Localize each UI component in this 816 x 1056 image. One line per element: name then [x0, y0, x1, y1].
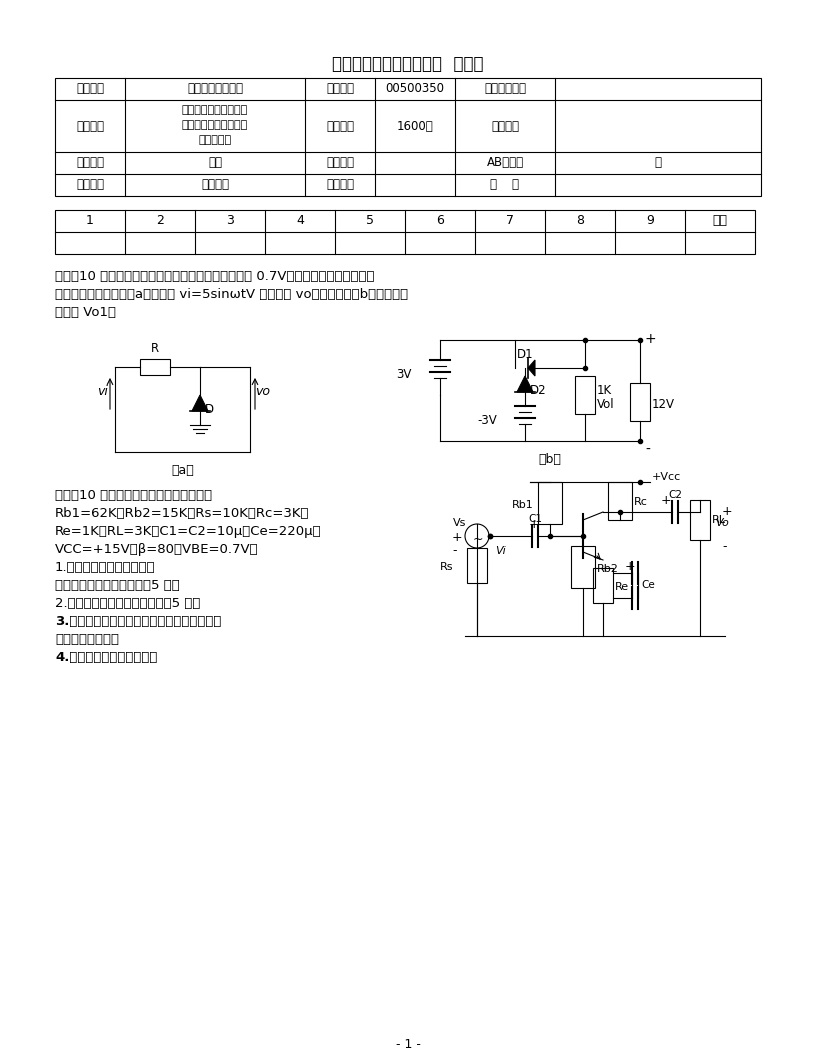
- Text: 模拟电子技术基础: 模拟电子技术基础: [187, 82, 243, 95]
- Text: 4.说明电路属于何种组态，: 4.说明电路属于何种组态，: [55, 650, 157, 664]
- Text: +: +: [452, 531, 463, 544]
- Bar: [593, 568, 613, 603]
- Bar: [575, 376, 595, 414]
- Text: 3.画小信号等效电路，求电压放大倍数，输入: 3.画小信号等效电路，求电压放大倍数，输入: [55, 615, 221, 628]
- Text: D1: D1: [517, 348, 534, 361]
- Text: 8: 8: [576, 214, 584, 227]
- Text: 主任签字: 主任签字: [326, 178, 354, 191]
- Text: ~: ~: [473, 533, 484, 546]
- Text: RL: RL: [712, 515, 726, 525]
- Text: 模拟电子技术基础试卷一  附答案: 模拟电子技术基础试卷一 附答案: [332, 55, 484, 73]
- Text: 总分: 总分: [712, 214, 728, 227]
- Text: +: +: [722, 505, 733, 518]
- Text: 备    注: 备 注: [490, 178, 520, 191]
- Text: 6: 6: [436, 214, 444, 227]
- Text: -3V: -3V: [477, 414, 497, 427]
- Bar: [630, 383, 650, 421]
- Text: C2: C2: [668, 490, 682, 499]
- Bar: [571, 546, 595, 588]
- Text: 一．（10 分）设二极管采用恒压降模型且正向压降为 0.7V，试判断下图中各二极管: 一．（10 分）设二极管采用恒压降模型且正向压降为 0.7V，试判断下图中各二极…: [55, 270, 375, 283]
- Text: 12V: 12V: [652, 398, 675, 411]
- Text: -: -: [645, 444, 650, 457]
- Text: 2: 2: [156, 214, 164, 227]
- Text: 课程编号: 课程编号: [326, 82, 354, 95]
- Text: 1600份: 1600份: [397, 119, 433, 132]
- Bar: [55, 78, 761, 196]
- Text: 是否导通，并求出图（a）电路在 vi=5sinωtV 时的输出 vo波形以及图（b）电路的输: 是否导通，并求出图（a）电路在 vi=5sinωtV 时的输出 vo波形以及图（…: [55, 288, 408, 301]
- Polygon shape: [528, 360, 535, 376]
- Text: 试卷页数: 试卷页数: [326, 156, 354, 170]
- Text: VCC=+15V，β=80，VBE=0.7V。: VCC=+15V，β=80，VBE=0.7V。: [55, 543, 259, 557]
- Text: 9: 9: [646, 214, 654, 227]
- Text: Ce: Ce: [641, 580, 654, 590]
- Text: 闭卷: 闭卷: [208, 156, 222, 170]
- Text: C1: C1: [528, 514, 542, 524]
- Text: 专业班级: 专业班级: [76, 119, 104, 132]
- Text: Rb2: Rb2: [597, 564, 619, 574]
- Text: 二．（10 分）放大电路如图所示。已知：: 二．（10 分）放大电路如图所示。已知：: [55, 489, 212, 502]
- Text: Rc: Rc: [634, 497, 648, 507]
- Bar: [55, 210, 755, 254]
- Text: 1K: 1K: [597, 384, 612, 397]
- Text: 电气、测控、自动化、: 电气、测控、自动化、: [182, 105, 248, 115]
- Text: +: +: [625, 560, 636, 573]
- Text: 课程名称: 课程名称: [76, 82, 104, 95]
- Bar: [608, 482, 632, 520]
- Text: Re=1K，RL=3K，C1=C2=10μ，Ce=220μ，: Re=1K，RL=3K，C1=C2=10μ，Ce=220μ，: [55, 525, 322, 538]
- Text: 是: 是: [654, 156, 662, 170]
- Text: 3: 3: [226, 214, 234, 227]
- Bar: [690, 499, 710, 540]
- Text: R: R: [151, 342, 159, 355]
- Text: 画出该电路的直流通路；（5 分）: 画出该电路的直流通路；（5 分）: [55, 579, 180, 592]
- Text: D2: D2: [530, 384, 547, 397]
- Text: 5: 5: [366, 214, 374, 227]
- Text: -: -: [722, 540, 726, 553]
- Text: 全体教师: 全体教师: [201, 178, 229, 191]
- Text: +: +: [661, 494, 672, 507]
- Text: Vol: Vol: [597, 398, 614, 411]
- Bar: [140, 359, 170, 375]
- Bar: [467, 548, 487, 583]
- Text: Rs: Rs: [440, 562, 453, 572]
- Text: 计算机、电子、通信、: 计算机、电子、通信、: [182, 120, 248, 130]
- Text: +: +: [529, 518, 539, 531]
- Text: Rb1: Rb1: [512, 499, 534, 510]
- Text: 4: 4: [296, 214, 304, 227]
- Text: - 1 -: - 1 -: [396, 1038, 420, 1051]
- Text: 1: 1: [86, 214, 94, 227]
- Polygon shape: [192, 395, 208, 411]
- Bar: [538, 482, 562, 524]
- Text: 出电压 Vo1。: 出电压 Vo1。: [55, 306, 116, 319]
- Text: 00500350: 00500350: [385, 82, 445, 95]
- Text: 命题教师: 命题教师: [76, 178, 104, 191]
- Text: vo: vo: [255, 385, 270, 398]
- Text: Vo: Vo: [715, 518, 729, 528]
- Text: +: +: [645, 332, 657, 346]
- Text: 考试方式: 考试方式: [76, 156, 104, 170]
- Text: vi: vi: [97, 385, 108, 398]
- Text: （a）: （a）: [171, 464, 194, 477]
- Text: AB卷齐全: AB卷齐全: [486, 156, 524, 170]
- Text: 电阻，输出电阻。: 电阻，输出电阻。: [55, 633, 119, 646]
- Polygon shape: [517, 376, 533, 392]
- Text: +Vcc: +Vcc: [652, 472, 681, 482]
- Text: 2.计算该电路的静态工作点。（5 分）: 2.计算该电路的静态工作点。（5 分）: [55, 597, 201, 610]
- Text: 7: 7: [506, 214, 514, 227]
- Text: 需要份数: 需要份数: [326, 119, 354, 132]
- Text: -: -: [452, 544, 456, 557]
- Text: 电管、信息: 电管、信息: [198, 135, 232, 145]
- Text: Vs: Vs: [453, 518, 467, 528]
- Text: 考核日期时间: 考核日期时间: [484, 82, 526, 95]
- Text: Re: Re: [615, 582, 629, 592]
- Text: Rb1=62K，Rb2=15K，Rs=10K，Rc=3K，: Rb1=62K，Rb2=15K，Rs=10K，Rc=3K，: [55, 507, 309, 520]
- Text: 1.说明电路属于何种组态，: 1.说明电路属于何种组态，: [55, 561, 156, 574]
- Text: （b）: （b）: [539, 453, 561, 466]
- Text: D: D: [205, 403, 214, 416]
- Text: 送交日期: 送交日期: [491, 119, 519, 132]
- Text: 3V: 3V: [397, 367, 412, 381]
- Text: Vi: Vi: [495, 546, 506, 557]
